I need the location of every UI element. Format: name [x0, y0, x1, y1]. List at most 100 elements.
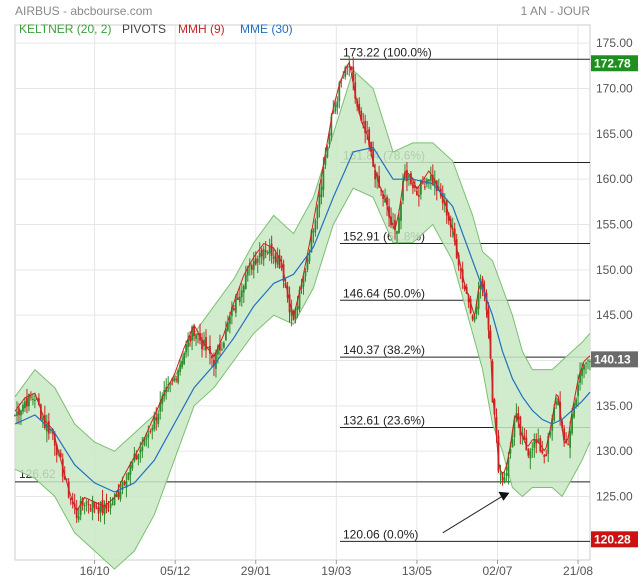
- candle: [585, 361, 587, 375]
- candle: [427, 179, 430, 189]
- candle-body: [240, 290, 243, 298]
- candle-body: [185, 344, 188, 353]
- candle-body: [189, 335, 191, 342]
- candle-body: [127, 472, 130, 481]
- candle-body: [217, 345, 219, 355]
- candle: [396, 230, 398, 244]
- candle-body: [312, 231, 315, 233]
- candle: [350, 66, 353, 71]
- arrow-head: [498, 491, 510, 501]
- candle-body: [519, 416, 522, 436]
- candle-body: [101, 499, 104, 514]
- fib-label: 132.61 (23.6%): [343, 414, 425, 428]
- candle-body: [543, 454, 546, 457]
- x-tick-label: 19/03: [321, 564, 351, 578]
- candle-body: [103, 504, 106, 515]
- candle-body: [358, 103, 361, 113]
- candle: [543, 454, 546, 464]
- candle-body: [589, 361, 591, 363]
- candle-body: [83, 504, 86, 506]
- candle: [83, 502, 86, 515]
- candle: [360, 107, 363, 121]
- candle-body: [433, 180, 436, 185]
- candle-body: [453, 228, 456, 242]
- candle-body: [370, 141, 373, 152]
- candle-body: [280, 265, 283, 267]
- candle-body: [201, 339, 203, 350]
- candle: [270, 235, 273, 264]
- candle: [226, 315, 229, 332]
- candle-body: [244, 274, 247, 289]
- candle: [262, 245, 265, 266]
- keltner-upper-line: [14, 69, 591, 452]
- candle-body: [252, 260, 255, 271]
- candle-body: [137, 453, 140, 460]
- candle: [306, 253, 309, 273]
- candle-body: [215, 351, 217, 369]
- candle-body: [354, 82, 357, 99]
- candle: [39, 403, 42, 421]
- candle: [135, 450, 138, 461]
- candle-body: [238, 296, 241, 303]
- candle: [431, 164, 434, 186]
- candle: [537, 428, 540, 444]
- candle-body: [326, 146, 329, 158]
- candle-body: [37, 398, 40, 406]
- candle: [272, 247, 275, 265]
- candle-body: [517, 413, 520, 420]
- candle-body: [139, 449, 142, 453]
- legend: KELTNER (20, 2) PIVOTS MMH (9) MME (30): [19, 22, 293, 36]
- candle: [288, 286, 291, 323]
- candle-body: [55, 444, 58, 456]
- candle: [240, 283, 243, 307]
- candle: [238, 286, 241, 306]
- candle-body: [121, 483, 124, 490]
- candle-body: [260, 249, 263, 257]
- candle-body: [431, 174, 434, 185]
- candle: [129, 461, 132, 486]
- x-tick-label: 21/08: [563, 564, 593, 578]
- candle: [479, 274, 482, 299]
- candle: [242, 284, 245, 304]
- candle-body: [384, 198, 386, 203]
- candle-body: [99, 502, 102, 512]
- candle-body: [322, 166, 325, 190]
- candle-body: [236, 297, 239, 301]
- candle: [408, 174, 410, 186]
- candle: [414, 180, 416, 192]
- candle: [336, 96, 339, 115]
- candle-body: [187, 338, 189, 348]
- candle-body: [71, 501, 74, 504]
- candle-body: [105, 503, 108, 509]
- candle: [230, 301, 233, 325]
- candle-body: [350, 66, 353, 70]
- candle: [167, 376, 170, 392]
- candle-body: [223, 342, 225, 348]
- candle: [531, 442, 534, 458]
- candle-body: [392, 223, 394, 225]
- candle: [525, 429, 528, 451]
- candle-body: [141, 446, 144, 451]
- candle-body: [195, 334, 197, 340]
- candle: [45, 414, 48, 443]
- candle: [256, 255, 259, 273]
- x-tick-label: 13/05: [402, 564, 432, 578]
- candle-body: [224, 328, 227, 341]
- candle-body: [302, 275, 305, 287]
- candle-body: [427, 179, 430, 182]
- candle-body: [425, 179, 428, 185]
- candle-body: [28, 394, 30, 407]
- candle-body: [43, 415, 46, 428]
- candle-body: [205, 337, 207, 351]
- candle: [354, 73, 357, 104]
- candle-body: [308, 253, 311, 262]
- candle-body: [366, 130, 369, 132]
- chart-period: 1 AN - JOUR: [521, 4, 591, 18]
- candle: [53, 430, 56, 456]
- candle-body: [49, 429, 52, 431]
- candle-body: [569, 430, 572, 448]
- candle: [97, 501, 100, 522]
- candle-body: [581, 367, 583, 376]
- candle: [533, 433, 536, 458]
